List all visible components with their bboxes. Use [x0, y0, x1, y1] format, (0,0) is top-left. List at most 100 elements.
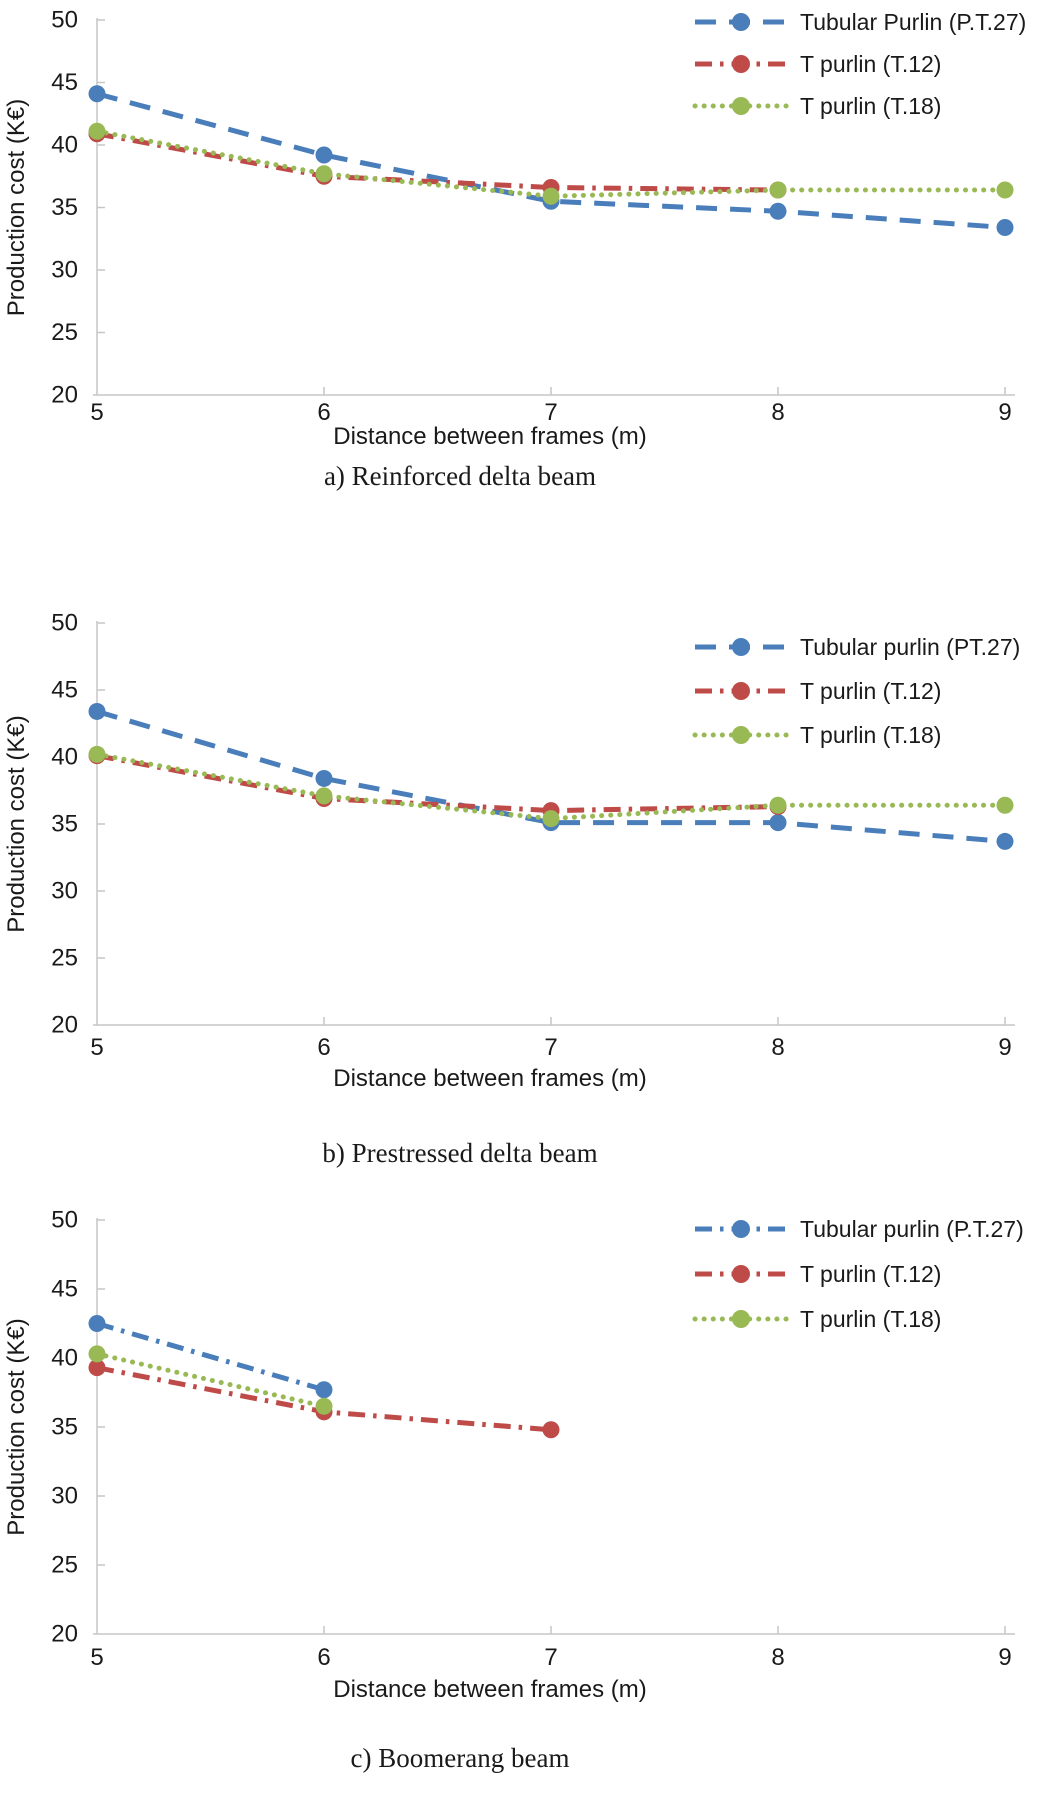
series-line-1: [96, 131, 779, 193]
legend-marker: [732, 1265, 750, 1283]
data-point-s2: [769, 796, 787, 814]
y-tick-label: 35: [51, 194, 78, 221]
x-tick-label: 7: [544, 399, 557, 426]
x-tick-label: 8: [771, 1644, 784, 1671]
data-point-s2: [88, 745, 106, 763]
x-axis-title: Distance between frames (m): [333, 1065, 646, 1092]
data-point-s0: [996, 832, 1014, 850]
y-tick-label: 20: [51, 1012, 78, 1039]
data-point-s2: [542, 810, 560, 828]
data-point-s2: [996, 181, 1014, 199]
data-point-s2: [769, 181, 787, 199]
legend-marker: [732, 13, 750, 31]
y-tick-label: 25: [51, 319, 78, 346]
y-tick-label: 50: [51, 1207, 78, 1234]
chart-caption-c: c) Boomerang beam: [350, 1743, 570, 1773]
legend-item: T purlin (T.12): [695, 678, 941, 704]
x-tick-label: 7: [544, 1034, 557, 1061]
y-axis-title: Production cost (K€): [3, 1318, 30, 1535]
data-point-s2: [315, 787, 333, 805]
legend-item: Tubular purlin (P.T.27): [695, 1216, 1024, 1242]
legend-label: T purlin (T.12): [800, 1261, 941, 1287]
y-tick-label: 20: [51, 382, 78, 409]
legend-item: Tubular Purlin (P.T.27): [695, 9, 1026, 35]
data-point-s2: [88, 122, 106, 140]
series-line-2: [94, 751, 1008, 822]
y-tick-label: 25: [51, 945, 78, 972]
y-tick-label: 30: [51, 878, 78, 905]
data-point-s2: [542, 187, 560, 205]
data-point-s0: [88, 1315, 106, 1332]
y-tick-label: 40: [51, 744, 78, 771]
y-axis-title: Production cost (K€): [3, 99, 30, 316]
x-tick-label: 8: [771, 399, 784, 426]
y-tick-label: 45: [51, 677, 78, 704]
data-point-s0: [88, 702, 106, 720]
legend-label: T purlin (T.12): [800, 678, 941, 704]
legend-item: T purlin (T.12): [695, 51, 941, 77]
y-tick-label: 40: [51, 132, 78, 159]
y-axis-title: Production cost (K€): [3, 715, 30, 932]
x-tick-label: 8: [771, 1034, 784, 1061]
y-tick-label: 35: [51, 811, 78, 838]
legend-marker: [732, 726, 750, 744]
x-axis-title: Distance between frames (m): [333, 423, 646, 450]
y-tick-label: 40: [51, 1345, 78, 1372]
series-line-2: [94, 1351, 327, 1409]
y-tick-label: 25: [51, 1552, 78, 1579]
data-point-s0: [315, 146, 333, 164]
data-point-s0: [996, 219, 1014, 236]
y-tick-label: 45: [51, 69, 78, 96]
legend-label: T purlin (T.18): [800, 1306, 941, 1332]
x-tick-label: 5: [90, 399, 103, 426]
y-tick-label: 30: [51, 1483, 78, 1510]
legend-item: T purlin (T.18): [692, 1306, 941, 1332]
legend-marker: [732, 1220, 750, 1238]
data-point-s1: [542, 1421, 560, 1439]
y-tick-label: 35: [51, 1414, 78, 1441]
legend-label: Tubular purlin (PT.27): [800, 634, 1020, 660]
legend-item: T purlin (T.18): [692, 722, 941, 748]
y-tick-label: 30: [51, 257, 78, 284]
data-point-s0: [769, 202, 787, 220]
chart-reinforced-delta-beam: 20 25 30 35 40 45 50 5 6 7 8 9 Production cost (K€) D…: [3, 7, 1026, 451]
data-point-s2: [996, 796, 1014, 814]
data-point-s0: [769, 814, 787, 832]
data-point-s1: [88, 1359, 106, 1377]
x-tick-label: 6: [317, 399, 330, 426]
chart-caption-a: a) Reinforced delta beam: [323, 461, 597, 491]
data-point-s0: [315, 769, 333, 787]
y-tick-label: 50: [51, 610, 78, 637]
x-tick-label: 6: [317, 1644, 330, 1671]
legend-marker: [732, 97, 750, 115]
x-tick-label: 5: [90, 1644, 103, 1671]
legend-label: Tubular Purlin (P.T.27): [800, 9, 1026, 35]
legend-label: Tubular purlin (P.T.27): [800, 1216, 1024, 1242]
legend-item: Tubular purlin (PT.27): [695, 634, 1020, 660]
chart-prestressed-delta-beam: 20 25 30 35 40 45 50 5 6 7 8 9 Production cost (K€) D…: [3, 610, 1020, 1093]
x-tick-label: 9: [998, 1034, 1011, 1061]
series-line-2: [94, 128, 1008, 199]
legend-marker: [732, 638, 750, 656]
x-tick-label: 9: [998, 1644, 1011, 1671]
legend-marker: [732, 55, 750, 73]
series-line-0: [96, 1321, 325, 1393]
data-point-s2: [315, 165, 333, 183]
legend-label: T purlin (T.18): [800, 93, 941, 119]
x-tick-label: 6: [317, 1034, 330, 1061]
data-point-s2: [88, 1345, 106, 1363]
x-axis-title: Distance between frames (m): [333, 1676, 646, 1703]
legend-label: T purlin (T.18): [800, 722, 941, 748]
legend-marker: [732, 1310, 750, 1328]
data-point-s0: [88, 85, 106, 103]
data-point-s2: [315, 1397, 333, 1415]
series-line-0: [96, 91, 1006, 230]
chart-boomerang-beam: 20 25 30 35 40 45 50 5 6 7 8 9 Production cost (K€) D…: [3, 1207, 1024, 1704]
x-tick-label: 7: [544, 1644, 557, 1671]
legend-item: T purlin (T.18): [692, 93, 941, 119]
series-line-1: [96, 753, 779, 814]
y-tick-label: 50: [51, 7, 78, 34]
x-tick-label: 5: [90, 1034, 103, 1061]
data-point-s0: [315, 1381, 333, 1399]
